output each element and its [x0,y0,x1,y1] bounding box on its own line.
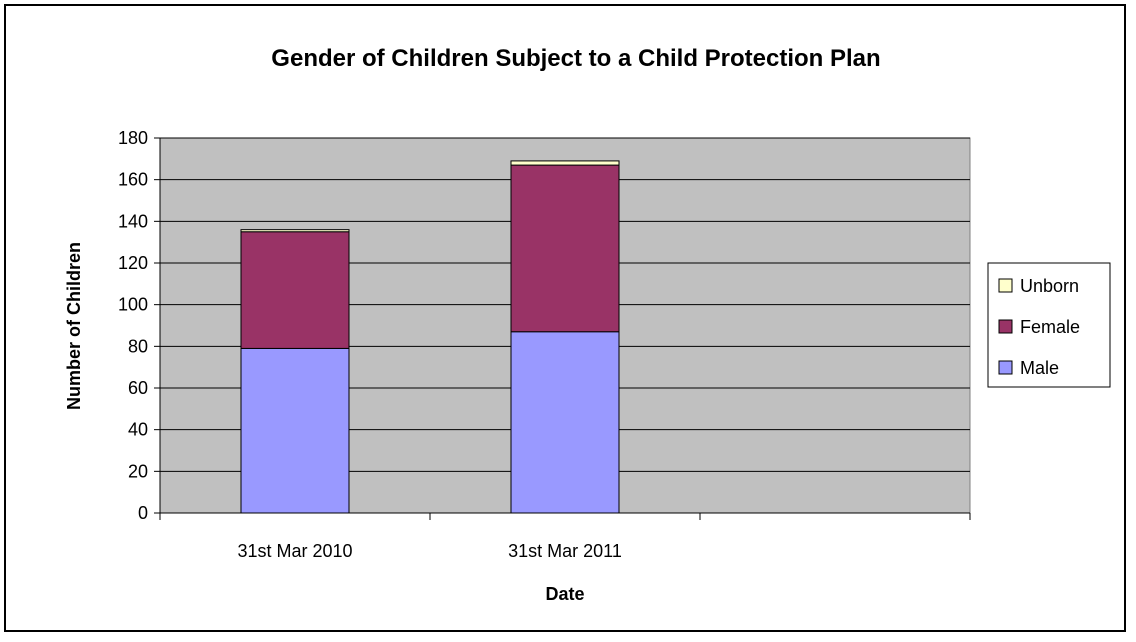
bar-unborn-0 [240,229,350,233]
y-tick-labels: 0 20 40 60 80 100 120 140 160 180 [118,128,148,523]
legend-swatch-unborn [998,278,1013,293]
bar-male-1 [510,331,620,514]
bar-male-0 [240,347,350,514]
bar-female-0 [240,231,350,349]
legend-label-unborn: Unborn [1020,276,1079,296]
y-tick-label: 100 [118,295,148,315]
bar-female-1 [510,164,620,333]
bars [240,160,620,514]
legend-swatch-male [998,360,1013,375]
x-tick-label: 31st Mar 2011 [508,541,622,561]
x-tick-label: 31st Mar 2010 [237,541,352,561]
axes [154,137,971,520]
legend-label-male: Male [1020,358,1059,378]
y-axis-label: Number of Children [64,242,84,410]
y-tick-label: 160 [118,170,148,190]
bar-unborn-1 [510,160,620,166]
y-tick-label: 0 [138,503,148,523]
legend-swatch-female [998,319,1013,334]
y-tick-label: 80 [128,336,148,356]
y-tick-label: 40 [128,420,148,440]
y-tick-label: 120 [118,253,148,273]
x-tick-labels: 31st Mar 2010 31st Mar 2011 [237,541,621,561]
x-axis-label: Date [545,584,584,604]
legend: Unborn Female Male [987,262,1111,388]
y-tick-label: 180 [118,128,148,148]
legend-label-female: Female [1020,317,1080,337]
y-tick-label: 20 [128,461,148,481]
y-tick-label: 140 [118,211,148,231]
y-tick-label: 60 [128,378,148,398]
chart-title: Gender of Children Subject to a Child Pr… [271,45,880,72]
